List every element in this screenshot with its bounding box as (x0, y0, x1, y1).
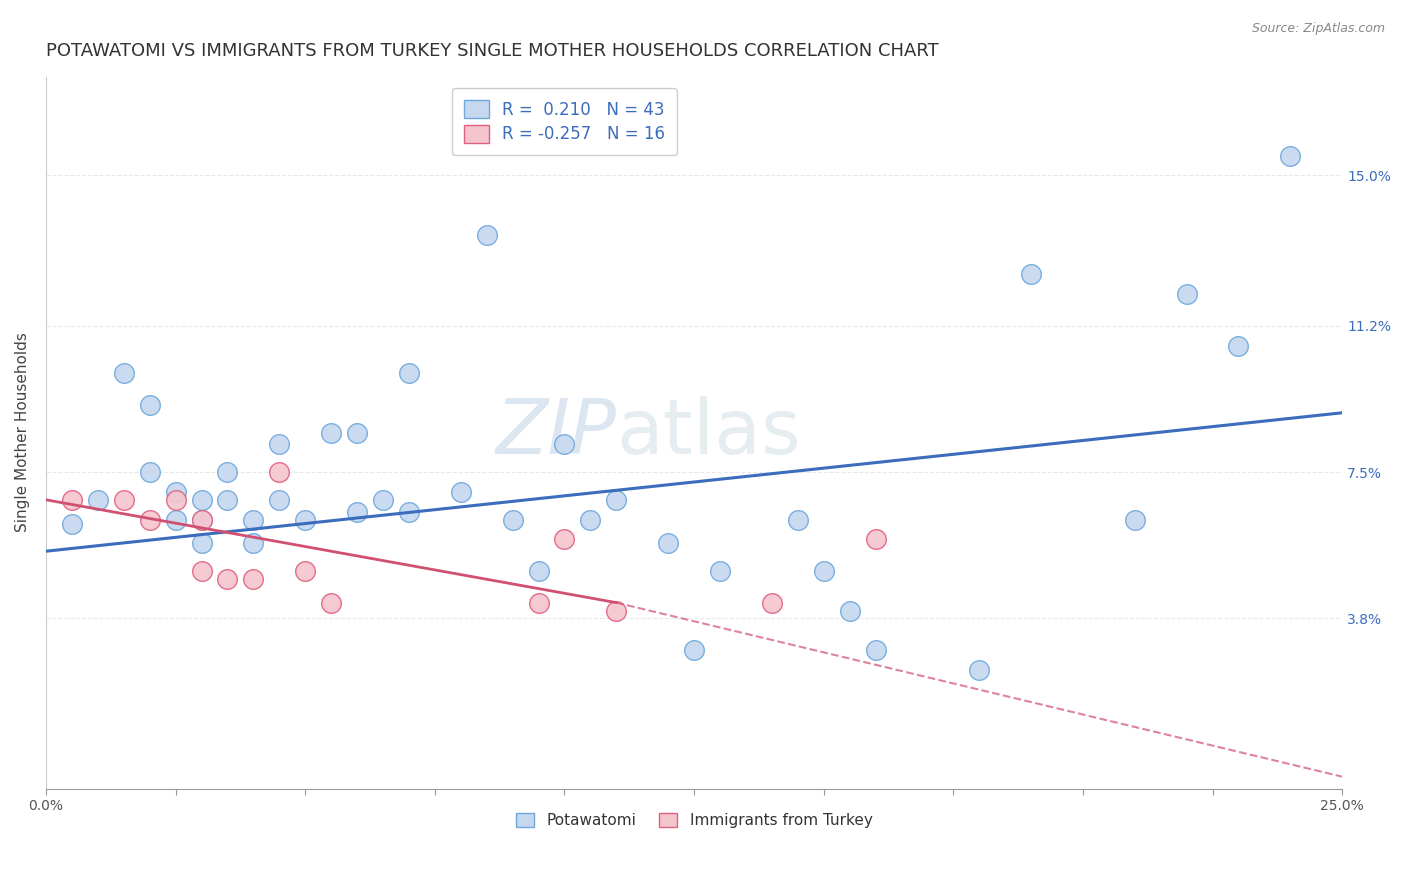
Point (579, 512, 602, 526)
Point (1279, 149, 1302, 163)
Point (87, 492, 110, 507)
Point (657, 536, 679, 550)
Point (553, 533, 575, 547)
Y-axis label: Single Mother Households: Single Mother Households (15, 333, 30, 533)
Point (138, 465, 160, 479)
Point (1019, 268, 1042, 282)
Point (294, 512, 316, 526)
Text: POTAWATOMI VS IMMIGRANTS FROM TURKEY SINGLE MOTHER HOUSEHOLDS CORRELATION CHART: POTAWATOMI VS IMMIGRANTS FROM TURKEY SIN… (46, 42, 939, 60)
Point (217, 572, 239, 586)
Point (242, 512, 264, 526)
Point (527, 596, 550, 610)
Point (450, 484, 472, 499)
Point (112, 492, 135, 507)
Point (60, 516, 83, 531)
Point (138, 398, 160, 412)
Point (321, 425, 343, 440)
Point (165, 492, 187, 507)
Point (190, 536, 212, 550)
Point (605, 492, 627, 507)
Point (217, 492, 239, 507)
Point (1227, 338, 1250, 352)
Point (709, 564, 731, 578)
Point (605, 603, 627, 617)
Text: atlas: atlas (616, 395, 801, 469)
Text: Source: ZipAtlas.com: Source: ZipAtlas.com (1251, 22, 1385, 36)
Point (346, 505, 368, 519)
Point (1175, 287, 1198, 301)
Point (865, 533, 887, 547)
Point (967, 663, 990, 677)
Point (112, 366, 135, 380)
Point (165, 512, 187, 526)
Point (242, 536, 264, 550)
Text: ZIP: ZIP (495, 395, 616, 469)
Point (190, 512, 212, 526)
Point (217, 465, 239, 479)
Point (475, 227, 498, 242)
Point (398, 505, 420, 519)
Point (138, 512, 160, 526)
Point (190, 492, 212, 507)
Point (346, 425, 368, 440)
Point (242, 572, 264, 586)
Point (838, 603, 860, 617)
Point (371, 492, 394, 507)
Point (165, 484, 187, 499)
Point (865, 643, 887, 657)
Point (294, 564, 316, 578)
Point (321, 596, 343, 610)
Point (813, 564, 835, 578)
Point (786, 512, 808, 526)
Point (269, 492, 291, 507)
Point (190, 512, 212, 526)
Point (527, 564, 550, 578)
Point (269, 465, 291, 479)
Point (398, 366, 420, 380)
Legend: Potawatomi, Immigrants from Turkey: Potawatomi, Immigrants from Turkey (509, 807, 879, 834)
Point (553, 437, 575, 451)
Point (1123, 512, 1146, 526)
Point (502, 512, 524, 526)
Point (269, 437, 291, 451)
Point (683, 643, 706, 657)
Point (60, 492, 83, 507)
Point (190, 564, 212, 578)
Point (761, 596, 783, 610)
